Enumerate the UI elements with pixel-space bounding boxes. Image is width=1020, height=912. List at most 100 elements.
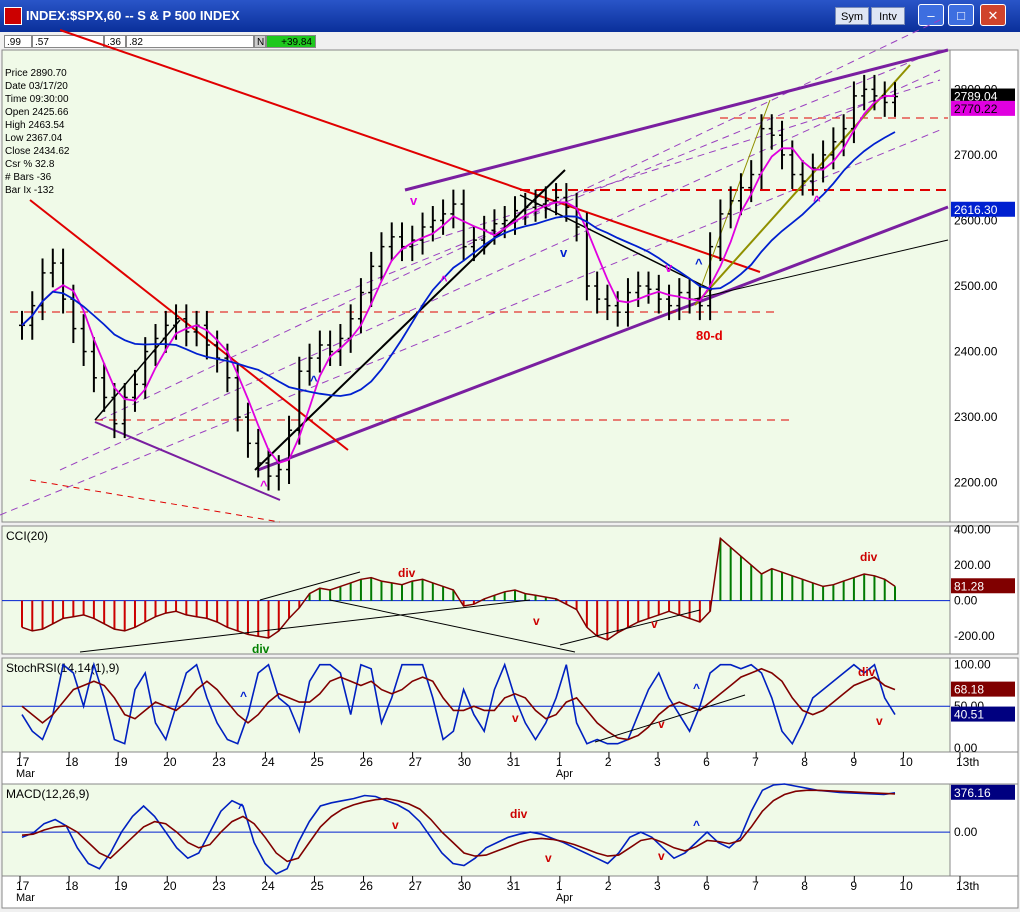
axis-price (949, 49, 1019, 523)
ohlc-bar (388, 222, 395, 262)
last-value-text: 68.18 (954, 683, 984, 697)
dashed-channel-line (59, 69, 941, 471)
quote-bar: .99 .57 .36 .82 N +39.84 (0, 34, 950, 49)
annotation-label: v (651, 617, 658, 631)
date-tick-label: 23 (212, 879, 226, 893)
date-tick-label: 26 (360, 879, 374, 893)
quote-cell: .36 (104, 35, 126, 48)
annotation-label: v (658, 849, 665, 863)
date-tick-label: 13th (956, 879, 979, 893)
date-tick-label: 8 (801, 879, 808, 893)
olive-trendline (699, 99, 771, 291)
last-value-text: 376.16 (954, 786, 991, 800)
ohlc-bar (871, 74, 878, 111)
price-tick-label: 2700.00 (954, 148, 998, 162)
ohlc-bar (727, 186, 734, 229)
ohlc-bar (162, 310, 169, 353)
annotation-label: 80-d (696, 328, 723, 343)
date-tick-label: 30 (458, 879, 472, 893)
last-value-text: 2770.22 (954, 102, 998, 116)
info-row-high: High 2463.54 (5, 120, 65, 131)
ohlc-bar (183, 304, 190, 347)
cci-trendline (79, 599, 531, 653)
date-tick-label: 24 (261, 879, 275, 893)
date-tick-label: 31 (507, 755, 521, 769)
ohlc-bar (892, 82, 898, 117)
ohlc-bar (768, 114, 775, 150)
last-value-text: 81.28 (954, 579, 984, 593)
panel-price (1, 49, 951, 523)
ohlc-bar (809, 153, 816, 196)
ohlc-bar (296, 356, 303, 445)
last-value-label: 2789.04 (951, 88, 1015, 104)
cci-trendline (559, 609, 701, 646)
quote-flag: N (254, 35, 266, 48)
last-value-label: 2616.30 (951, 201, 1015, 217)
annotation-label: div (252, 642, 270, 656)
price-tick-label: 2400.00 (954, 345, 998, 359)
price-tick-label: 2200.00 (954, 476, 998, 490)
maximize-icon[interactable]: □ (948, 4, 974, 26)
date-tick-label: 7 (752, 879, 759, 893)
ohlc-bar (737, 173, 744, 216)
date-tick-label: 10 (899, 755, 913, 769)
ohlc-bar (696, 284, 703, 321)
window-title: INDEX:$SPX,60 -- S & P 500 INDEX (26, 8, 240, 23)
date-tick-label: 2 (605, 879, 612, 893)
macd-line-0 (21, 783, 896, 875)
ohlc-bar (553, 183, 560, 216)
close-icon[interactable]: ✕ (980, 4, 1006, 26)
ohlc-bar (60, 248, 67, 314)
annotation-label: div (860, 550, 878, 564)
channel-upper-line (404, 48, 949, 192)
annotation-label: v (545, 851, 552, 865)
interval-button[interactable]: Intv (871, 7, 905, 25)
last-value-bg (951, 681, 1015, 697)
ohlc-bar (49, 248, 56, 288)
ohlc-bar (337, 324, 344, 366)
month-label: Apr (556, 892, 573, 904)
date-tick-label: 25 (310, 755, 324, 769)
ohlc-bar (90, 337, 97, 393)
date-tick-label: 18 (65, 755, 79, 769)
month-label: Mar (16, 768, 35, 780)
info-row-time: Time 09:30:00 (5, 94, 69, 105)
date-tick-label: 17 (16, 755, 30, 769)
annotation-label: ^ (695, 256, 703, 271)
cci-tick-label: 0.00 (954, 594, 978, 608)
date-tick-label: 23 (212, 755, 226, 769)
last-value-label: 40.51 (951, 706, 1015, 722)
date-tick-label: 20 (163, 879, 177, 893)
date-tick-label: 13th (956, 755, 979, 769)
month-label: Mar (16, 892, 35, 904)
dashed-channel-line (399, 79, 941, 251)
axis-stochrsi (949, 657, 1019, 753)
ohlc-bar (676, 278, 683, 321)
annotation-label: v (512, 711, 519, 725)
symbol-button[interactable]: Sym (835, 7, 869, 25)
date-tick-label: 6 (703, 755, 710, 769)
ohlc-bar (799, 160, 806, 196)
last-value-label: 376.16 (951, 784, 1015, 800)
minimize-icon[interactable]: – (918, 4, 944, 26)
date-tick-label: 26 (360, 755, 374, 769)
ohlc-bar (316, 330, 323, 373)
annotation-label: v (410, 193, 418, 208)
date-tick-label: 25 (310, 879, 324, 893)
annotation-label: ^ (260, 478, 268, 493)
last-value-bg (951, 100, 1015, 116)
last-value-label: 68.18 (951, 681, 1015, 697)
ohlc-bar (645, 271, 652, 304)
annotation-label: div (858, 665, 876, 679)
ohlc-bar (470, 225, 477, 262)
ohlc-bar (850, 81, 857, 144)
date-tick-label: 30 (458, 755, 472, 769)
macd-title: MACD(12,26,9) (6, 787, 89, 801)
ohlc-bar (542, 186, 549, 219)
ohlc-bar (614, 291, 621, 327)
ohlc-bar (80, 314, 87, 366)
annotation-label: ^ (240, 689, 247, 703)
annotation-label: ^ (693, 818, 700, 832)
red-trendline (29, 199, 349, 451)
last-value-bg (951, 88, 1015, 104)
